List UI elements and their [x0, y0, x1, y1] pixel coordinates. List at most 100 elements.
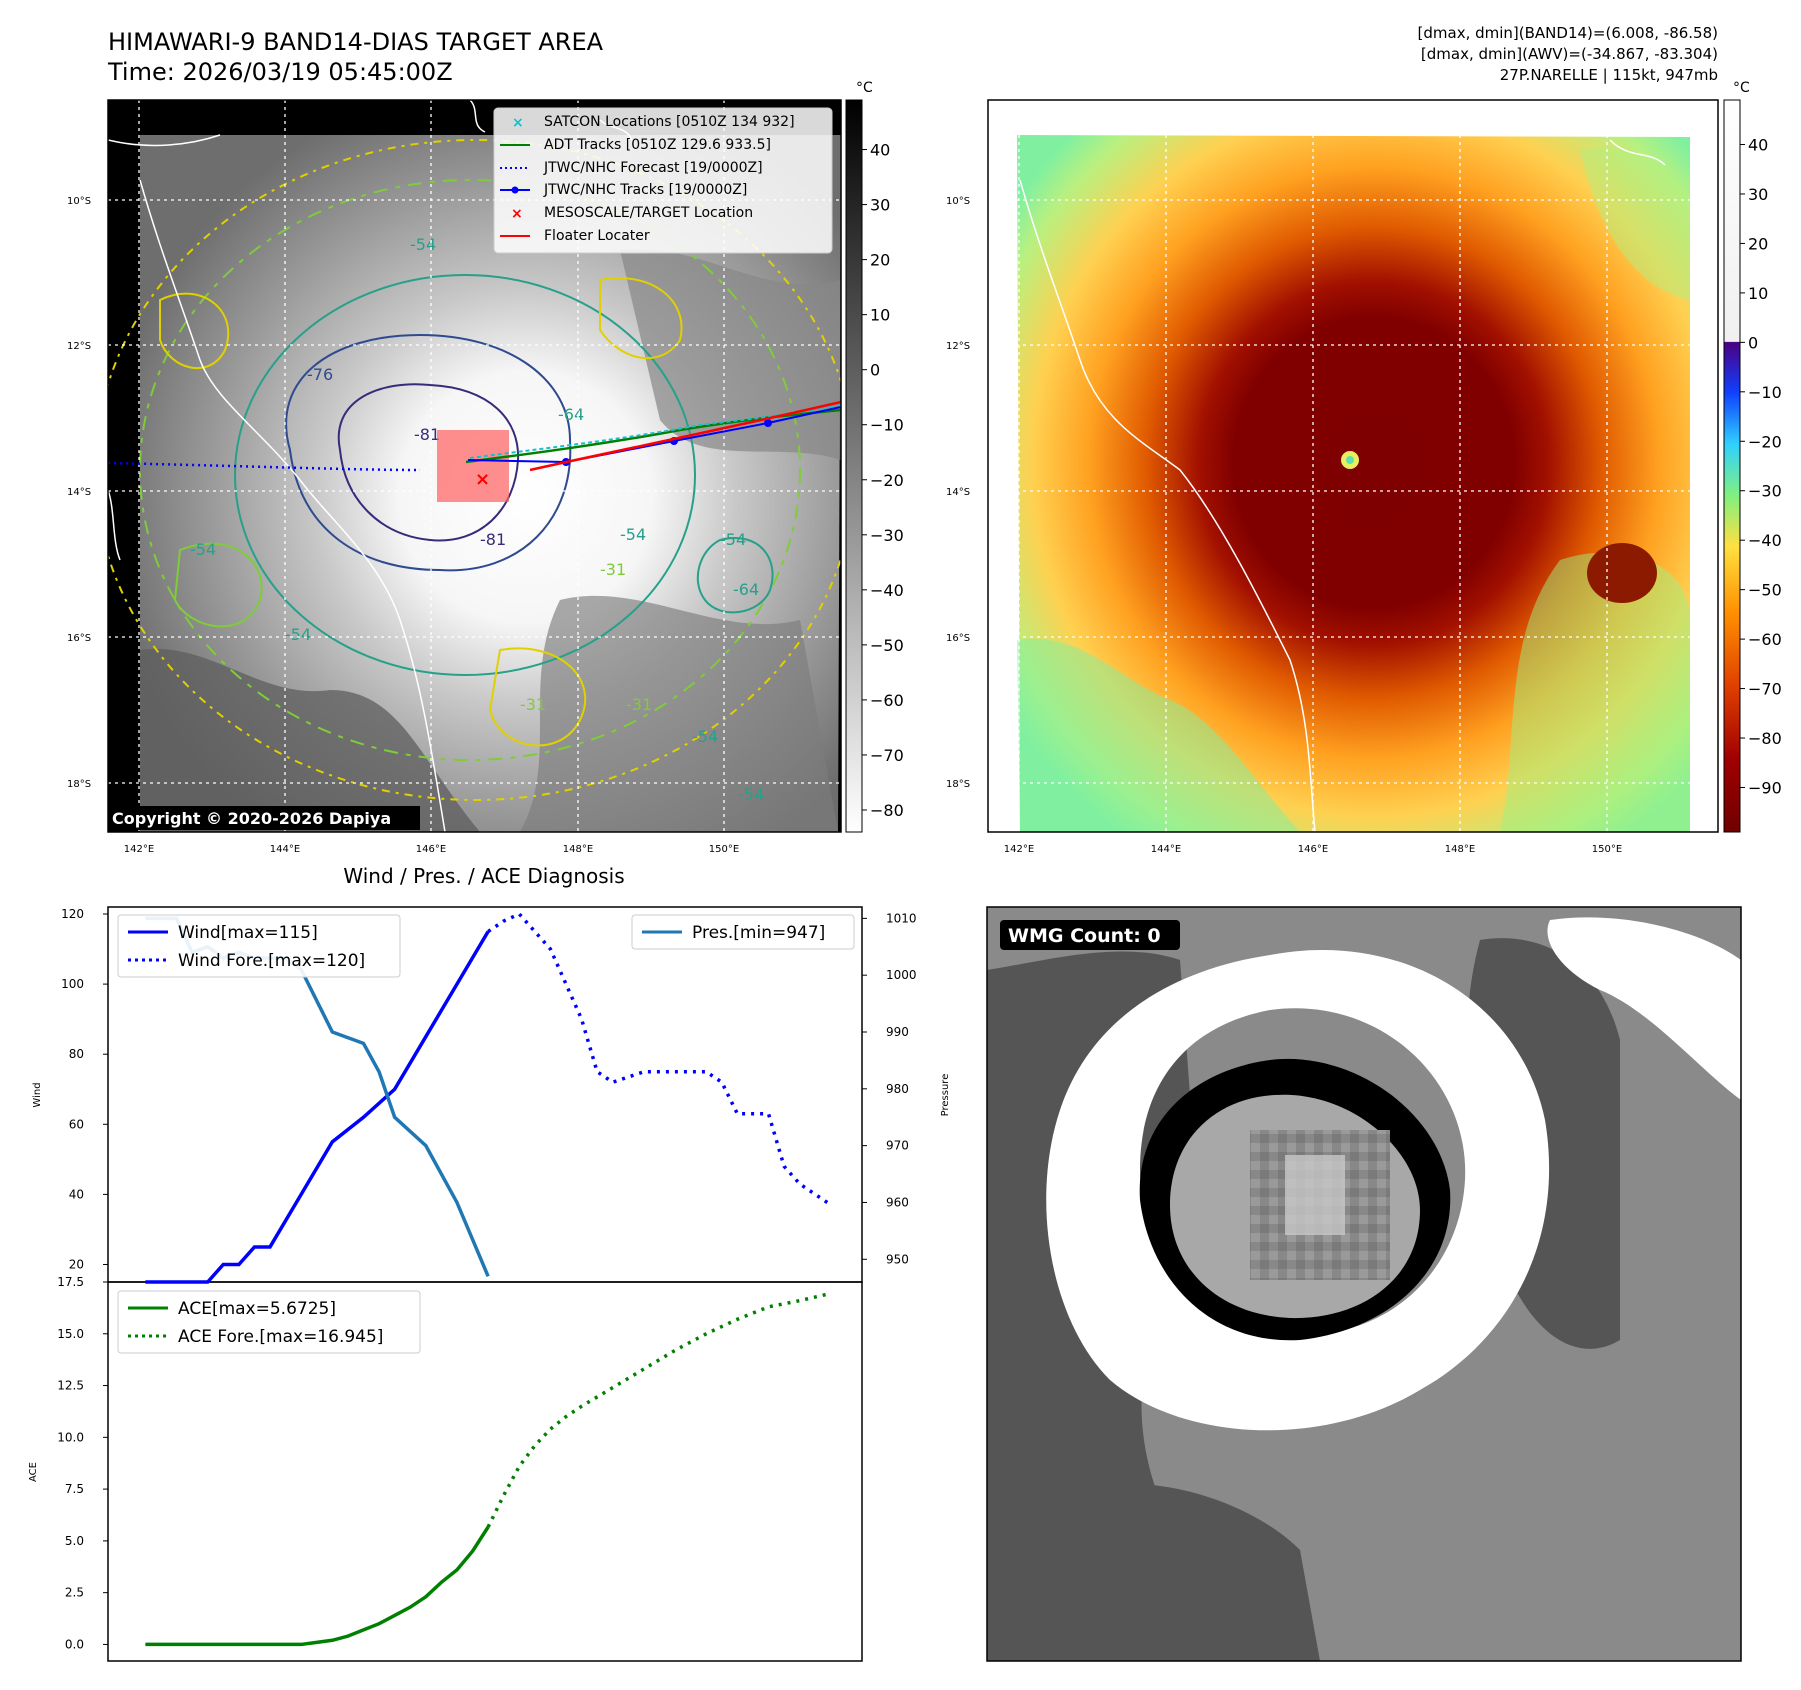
pressure-tick-label: 1000	[886, 968, 917, 982]
colorbar-tick-label: −10	[1748, 383, 1782, 402]
lon-label: 142°E	[1004, 844, 1034, 855]
ace-tick-label: 10.0	[57, 1430, 84, 1444]
band14-colorbar-ticks: 40 30 20 10 0 −10 −20 −30 −40 −50 −60 −70 −80	[862, 141, 904, 820]
lon-label: 148°E	[1445, 844, 1475, 855]
wind-legend: Wind[max=115] Wind Fore.[max=120]	[117, 914, 401, 978]
lon-label: 142°E	[124, 844, 154, 855]
colorbar-tick-label: −30	[870, 526, 904, 545]
legend-adt-label: ADT Tracks [0510Z 129.6 933.5]	[544, 137, 771, 153]
contour-yellow	[108, 139, 841, 801]
colorbar-tick-label: 40	[1748, 136, 1768, 155]
contour-yellow-small	[488, 647, 587, 747]
map2-gridlines	[988, 100, 1718, 832]
legend-satcon-marker: ×	[512, 115, 524, 131]
contours	[108, 139, 841, 801]
colorbar-tick-label: 20	[1748, 234, 1768, 253]
lon-label: 144°E	[270, 844, 300, 855]
awv-dry-area	[1500, 552, 1690, 832]
ace-tick-label: 12.5	[57, 1379, 84, 1393]
series-windline	[145, 930, 490, 1284]
series-aceline	[145, 1526, 490, 1647]
contour-label: -54	[738, 785, 764, 804]
colorbar-tick-label: −30	[1748, 482, 1782, 501]
legend-forecast-label: JTWC/NHC Forecast [19/0000Z]	[543, 160, 763, 176]
pressure-tick-label: 1010	[886, 911, 917, 925]
lon-label: 144°E	[1151, 844, 1181, 855]
wind-legend-label: Wind[max=115]	[178, 923, 318, 943]
track-point	[764, 419, 772, 427]
ace-legend-box	[117, 1290, 421, 1354]
awv-colorbar-ticks: 40 30 20 10 0 −10 −20 −30 −40 −50 −60 −70 −80 −90	[1740, 136, 1782, 797]
contour-label: -64	[558, 405, 584, 424]
wmg-frame	[986, 906, 1742, 1662]
colorbar1-unit: °C	[856, 80, 873, 96]
storm-info: 27P.NARELLE | 115kt, 947mb	[1500, 66, 1718, 84]
lon-label: 150°E	[709, 844, 739, 855]
colorbar-tick-label: −80	[1748, 729, 1782, 748]
contour-label: -54	[410, 235, 436, 254]
contour-label: -54	[720, 530, 746, 549]
pressure-axis-label: Pressure	[940, 1074, 951, 1117]
colorbar2-unit: °C	[1733, 80, 1750, 96]
colorbar-tick-label: −50	[1748, 581, 1782, 600]
contour-label: -76	[307, 365, 333, 384]
copyright-badge	[108, 806, 420, 830]
clear-area	[620, 248, 841, 460]
coastline	[108, 134, 446, 832]
wind-tick-label: 80	[69, 1047, 84, 1061]
colorbar-tick-label: −70	[1748, 680, 1782, 699]
contour-teal-small	[696, 537, 774, 614]
legend-satcon-label: SATCON Locations [0510Z 134 932]	[544, 114, 795, 130]
colorbar-tick-label: 10	[1748, 284, 1768, 303]
contour-label: -54	[285, 625, 311, 644]
target-box	[437, 430, 509, 502]
contour-yellow-small	[599, 277, 683, 359]
ace-axis-label: ACE	[28, 1462, 39, 1482]
wmg-white-ring	[1046, 949, 1550, 1431]
contour-label: -81	[480, 530, 506, 549]
pressure-legend-label: Pres.[min=947]	[692, 923, 825, 943]
coastline	[1609, 139, 1666, 166]
wmg-dark-region	[1080, 1483, 1320, 1661]
ace-legend: ACE[max=5.6725] ACE Fore.[max=16.945]	[117, 1290, 421, 1354]
legend-box	[493, 107, 833, 254]
colorbar-tick-label: −80	[870, 801, 904, 820]
map-legend: × SATCON Locations [0510Z 134 932] ADT T…	[493, 107, 833, 254]
wmg-panel	[987, 907, 1741, 1661]
colorbar-tick-label: 20	[870, 251, 890, 270]
contour-green-small	[173, 542, 263, 628]
awv-colorbar	[1723, 99, 1741, 833]
band14-stats: [dmax, dmin](BAND14)=(6.008, -86.58)	[1418, 24, 1718, 42]
wind-tick-label: 100	[61, 977, 84, 991]
pressure-tick-label: 960	[886, 1195, 909, 1209]
lat-label: 16°S	[946, 633, 970, 644]
awv-stats: [dmax, dmin](AWV)=(-34.867, -83.304)	[1421, 45, 1718, 63]
ace-tick-label: 2.5	[65, 1586, 84, 1600]
colorbar-tick-label: 0	[1748, 333, 1758, 352]
figure-title: HIMAWARI-9 BAND14-DIAS TARGET AREA	[108, 28, 604, 56]
map2-axis-labels: 10°S 12°S 14°S 16°S 18°S 142°E 144°E 146…	[946, 196, 1622, 855]
lat-label: 12°S	[946, 341, 970, 352]
pressure-tick-label: 950	[886, 1252, 909, 1266]
contour-green	[139, 179, 801, 761]
coastline	[1019, 179, 1316, 832]
colorbar-tick-label: 40	[870, 141, 890, 160]
contour-teal	[234, 274, 696, 676]
wind-tick-label: 20	[69, 1257, 84, 1271]
colorbar-tick-label: 30	[870, 196, 890, 215]
wind-tick-label: 60	[69, 1117, 84, 1131]
lat-label: 16°S	[67, 633, 91, 644]
contour-label: -31	[520, 695, 546, 714]
colorbar-tick-label: −40	[870, 581, 904, 600]
wind-fore-legend-label: Wind Fore.[max=120]	[178, 951, 365, 971]
wind-axis-label: Wind	[32, 1082, 43, 1107]
wind-tick-label: 40	[69, 1187, 84, 1201]
colorbar-tick-label: 0	[870, 361, 880, 380]
lon-label: 150°E	[1592, 844, 1622, 855]
target-x-marker: ×	[475, 469, 490, 490]
clear-area	[140, 648, 480, 832]
diagnosis-title: Wind / Pres. / ACE Diagnosis	[343, 864, 624, 888]
pressure-tick-label: 970	[886, 1139, 909, 1153]
band14-colorbar	[845, 99, 863, 833]
contour-label: -54	[620, 525, 646, 544]
